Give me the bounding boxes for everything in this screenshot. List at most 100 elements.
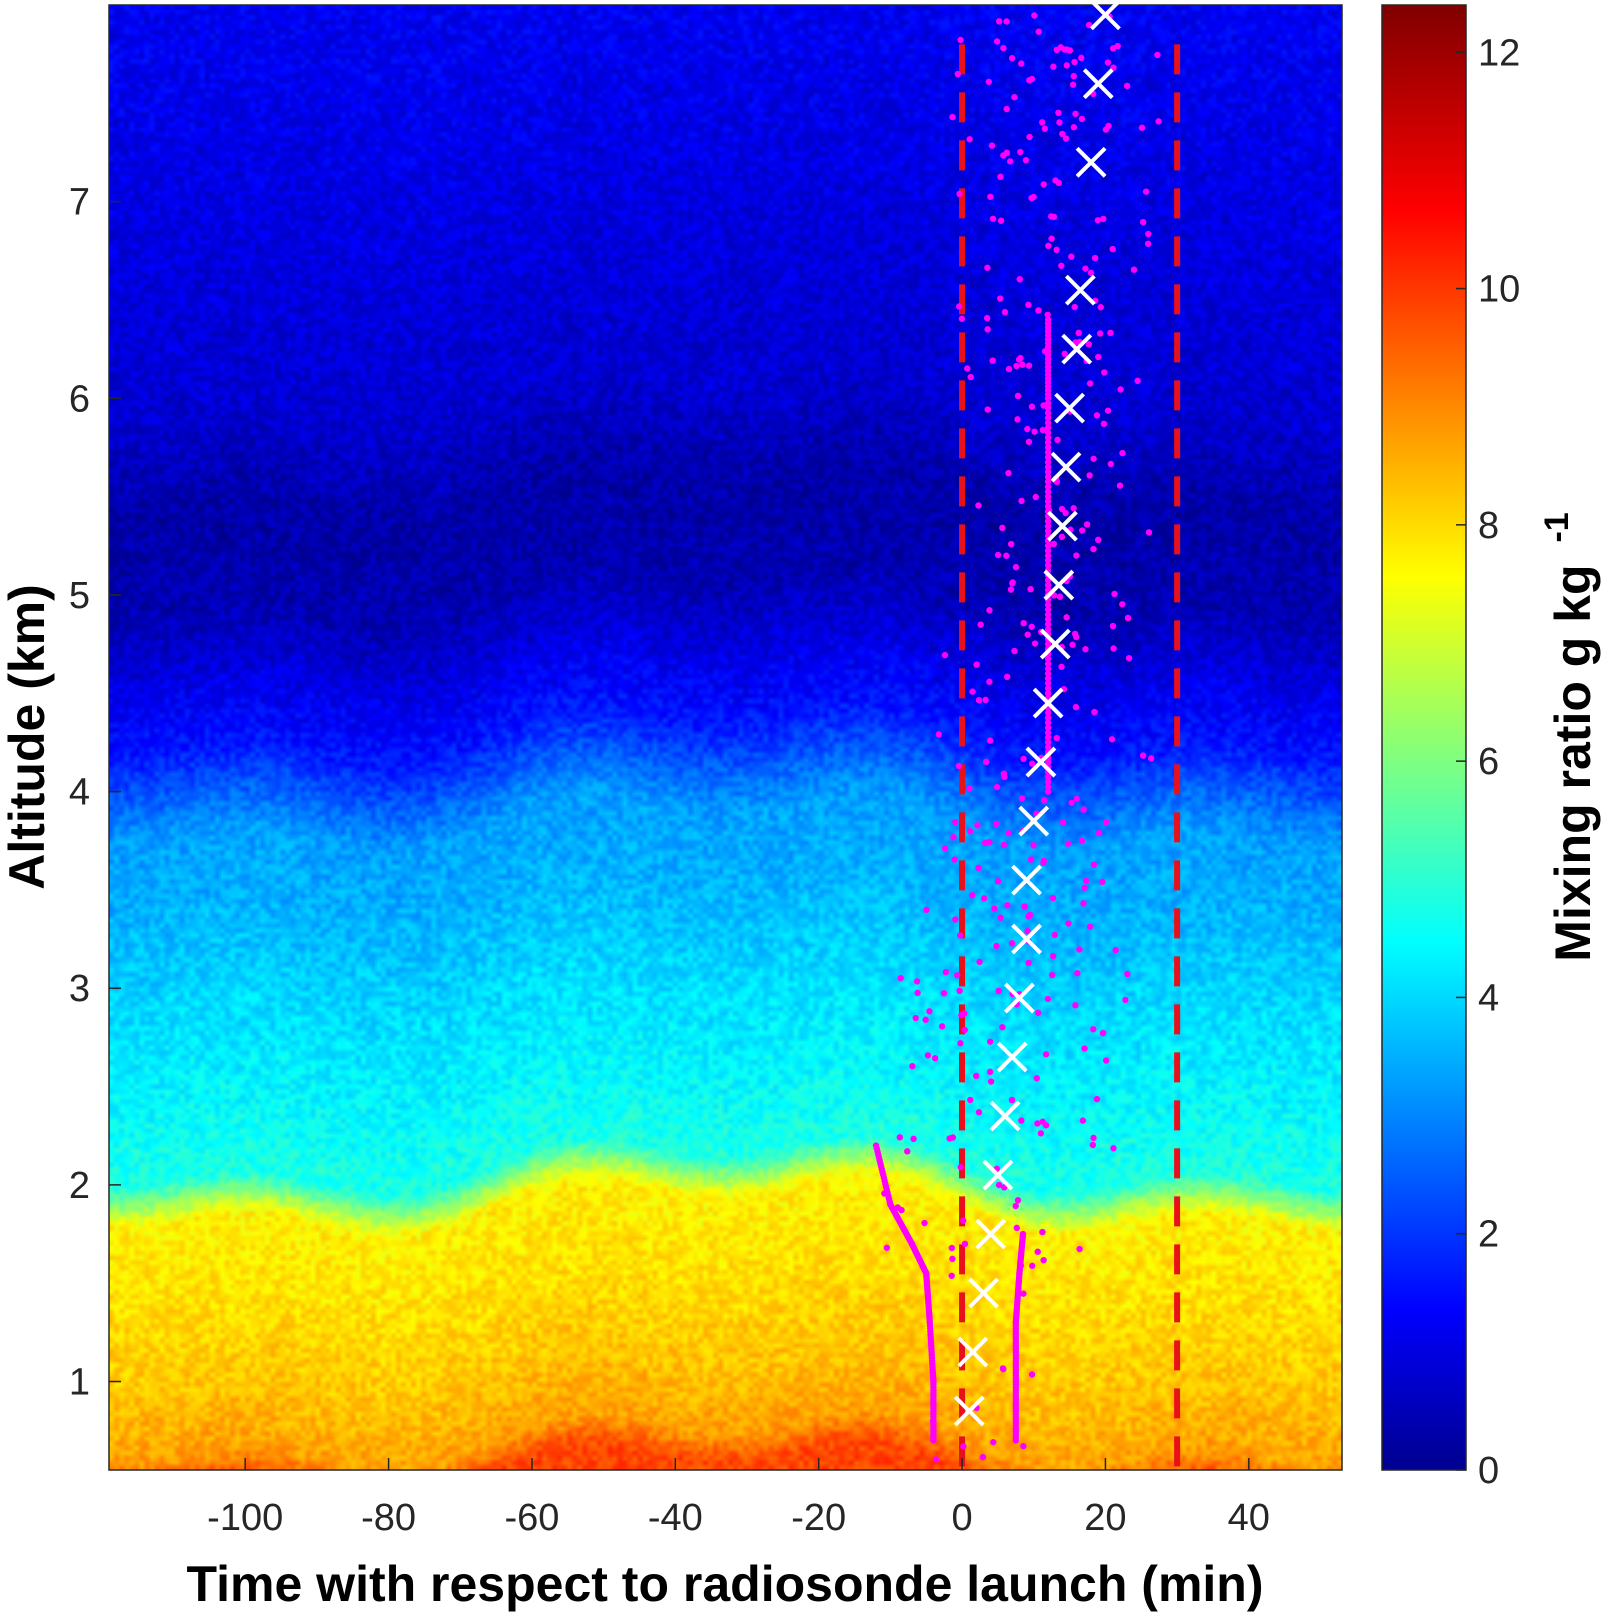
magenta-dot xyxy=(1075,329,1082,337)
magenta-dot xyxy=(1008,1096,1016,1104)
magenta-dot xyxy=(1040,1256,1047,1264)
magenta-dot xyxy=(989,357,996,364)
magenta-dot xyxy=(1063,62,1070,69)
magenta-trace-point xyxy=(1044,719,1052,726)
radiosonde-marker xyxy=(1039,628,1071,660)
magenta-dot xyxy=(1059,819,1067,826)
magenta-dot xyxy=(941,651,949,659)
magenta-trace-point xyxy=(1044,468,1052,476)
magenta-dot xyxy=(1130,266,1138,273)
magenta-dot xyxy=(1017,354,1024,362)
magenta-dot xyxy=(1017,1262,1025,1269)
magenta-dot xyxy=(1050,63,1057,70)
magenta-trace-point xyxy=(1044,665,1052,672)
magenta-dot xyxy=(969,688,976,695)
radiosonde-marker-stroke xyxy=(1064,274,1096,306)
magenta-dot xyxy=(1034,1248,1041,1255)
radiosonde-marker xyxy=(1054,392,1086,424)
colorbar-tick-label: 6 xyxy=(1478,741,1499,783)
magenta-dot xyxy=(1007,586,1015,593)
colorbar-title: Mixing ratio g kg -1 xyxy=(1538,512,1601,961)
magenta-dot xyxy=(914,989,921,997)
magenta-dot xyxy=(1030,842,1037,849)
magenta-dot xyxy=(1076,1245,1083,1253)
magenta-dot xyxy=(1018,60,1025,67)
colorbar: 0 2 4 6 8 10 12 Mixing ratio g kg -1 xyxy=(1381,4,1601,1492)
magenta-trace-point xyxy=(1044,660,1052,667)
magenta-dot xyxy=(1053,246,1060,254)
magenta-dot xyxy=(1082,877,1090,884)
radiosonde-marker xyxy=(1061,333,1093,365)
radiosonde-marker xyxy=(1075,146,1107,178)
magenta-dot xyxy=(1090,861,1098,869)
magenta-trace-point xyxy=(1044,778,1052,785)
magenta-dot xyxy=(910,1135,917,1143)
magenta-trace-point xyxy=(1044,616,1052,623)
x-tick-label: -60 xyxy=(504,1497,559,1539)
magenta-dot xyxy=(1034,1009,1042,1016)
x-axis-ticks: -100 -80 -60 -40 -20 0 20 40 xyxy=(207,1458,1270,1539)
magenta-dot xyxy=(955,762,963,770)
magenta-dot xyxy=(904,1148,911,1155)
magenta-dot xyxy=(924,1052,932,1059)
magenta-dot xyxy=(1138,124,1146,131)
magenta-dot xyxy=(952,818,959,826)
magenta-dot xyxy=(1114,42,1121,50)
magenta-dot xyxy=(1065,920,1072,927)
magenta-dot xyxy=(1134,377,1141,385)
magenta-dot xyxy=(1029,1262,1036,1270)
magenta-dot xyxy=(993,38,1001,45)
radiosonde-marker-stroke xyxy=(1082,68,1114,100)
magenta-dot xyxy=(1095,353,1102,361)
magenta-dot xyxy=(1028,75,1036,83)
magenta-dot xyxy=(1032,493,1039,501)
magenta-dot xyxy=(1070,124,1078,131)
radiosonde-marker xyxy=(953,1395,985,1427)
radiosonde-marker xyxy=(982,1159,1014,1191)
magenta-dot xyxy=(1056,593,1064,600)
magenta-dot xyxy=(966,136,973,143)
magenta-trace-point xyxy=(1044,739,1052,746)
magenta-dot xyxy=(1111,590,1118,598)
magenta-trace-point xyxy=(1044,517,1052,525)
colorbar-tick-label: 8 xyxy=(1478,505,1499,547)
magenta-trace-point xyxy=(1044,458,1052,466)
magenta-dot xyxy=(1145,230,1152,238)
magenta-dot xyxy=(1013,362,1020,370)
magenta-dot xyxy=(1001,308,1009,316)
radiosonde-marker-stroke xyxy=(1039,628,1071,660)
magenta-dot xyxy=(1053,46,1060,54)
colorbar-title-text: Mixing ratio g kg xyxy=(1545,564,1601,961)
magenta-dot xyxy=(935,731,942,738)
radiosonde-marker-stroke xyxy=(968,1277,999,1309)
magenta-dot xyxy=(966,785,973,792)
magenta-dot xyxy=(957,36,964,44)
x-axis-title: Time with respect to radiosonde launch (… xyxy=(186,1556,1263,1612)
magenta-dot xyxy=(1040,181,1047,188)
magenta-dot xyxy=(967,1096,974,1104)
magenta-dot xyxy=(1124,614,1132,622)
magenta-dot xyxy=(980,895,988,902)
magenta-trace-point xyxy=(1044,773,1052,781)
radiosonde-marker xyxy=(1018,805,1050,837)
magenta-dot xyxy=(1041,125,1049,132)
magenta-dot xyxy=(1099,1029,1107,1037)
magenta-dot xyxy=(987,193,994,200)
magenta-dot xyxy=(1004,902,1011,909)
magenta-dot xyxy=(883,1244,891,1251)
magenta-dot xyxy=(1003,673,1011,681)
x-tick-label: 40 xyxy=(1228,1497,1270,1539)
magenta-dot xyxy=(1078,115,1086,123)
magenta-dot xyxy=(1062,509,1069,517)
magenta-dot xyxy=(1112,946,1119,954)
radiosonde-marker xyxy=(1003,982,1035,1014)
magenta-dot xyxy=(987,1078,995,1085)
magenta-dot xyxy=(1028,194,1035,202)
radiosonde-marker xyxy=(1025,746,1057,778)
magenta-dot xyxy=(1093,412,1101,419)
magenta-dot xyxy=(961,1026,969,1034)
y-tick-label: 5 xyxy=(69,575,90,617)
magenta-dot xyxy=(1105,122,1112,130)
magenta-dot xyxy=(1107,460,1115,468)
magenta-dot xyxy=(961,1240,969,1248)
